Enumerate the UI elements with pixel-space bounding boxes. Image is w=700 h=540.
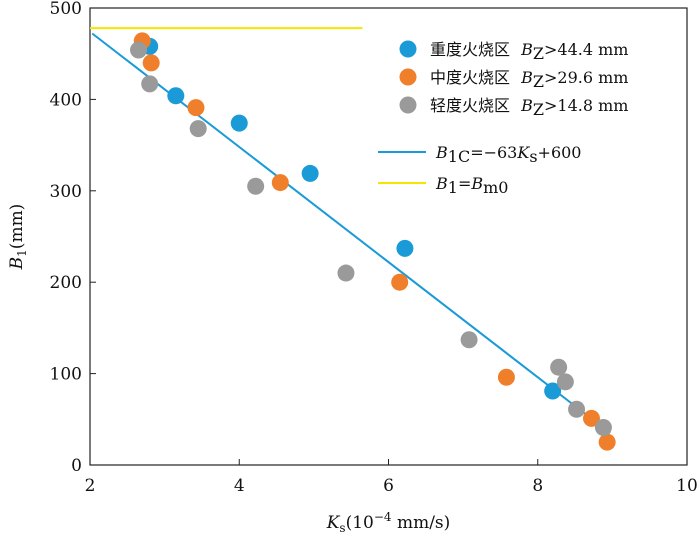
y-tick-label: 400 [50,90,82,110]
x-tick-label: 6 [383,476,394,496]
data-point-series-3 [550,358,568,376]
y-tick-label: 300 [50,182,82,202]
data-point-series-2 [598,433,616,451]
legend-label: 中度火烧区 BZ>29.6 mm [430,68,628,91]
legend-label: 重度火烧区 BZ>44.4 mm [430,40,628,63]
data-point-series-3 [141,75,159,93]
data-point-series-1 [230,114,248,132]
legend-marker [399,40,417,58]
data-points [130,32,616,451]
data-point-series-2 [497,368,515,386]
data-point-series-3 [247,177,265,195]
data-point-series-1 [301,164,319,182]
x-tick-label: 4 [234,476,245,496]
data-point-series-1 [544,382,562,400]
legend-line-label: B1=Bm0 [435,174,508,197]
x-tick-label: 10 [676,476,698,496]
axis-titles: Ks(10−4 mm/s) B1(mm) [7,204,450,535]
data-point-series-3 [189,120,207,138]
y-tick-label: 0 [71,456,82,476]
legend: 重度火烧区 BZ>44.4 mm 中度火烧区 BZ>29.6 mm 轻度火烧区 BZ… [378,40,628,197]
data-point-series-3 [337,264,355,282]
x-tick-label: 2 [85,476,96,496]
x-tick-label: 8 [532,476,543,496]
data-point-series-2 [142,54,160,72]
legend-label: 轻度火烧区 BZ>14.8 mm [430,96,628,119]
y-tick-label: 100 [50,365,82,385]
y-axis-title: B1(mm) [7,204,29,271]
data-point-series-2 [582,409,600,427]
data-point-series-3 [556,373,574,391]
data-point-series-3 [460,331,478,349]
data-point-series-3 [594,419,612,437]
data-point-series-1 [396,239,414,257]
data-point-series-2 [271,174,289,192]
y-tick-label: 200 [50,273,82,293]
data-point-series-1 [167,87,185,105]
legend-line-label: B1C=−63Ks+600 [435,143,581,166]
legend-marker [399,68,417,86]
legend-marker [399,96,417,114]
data-point-series-3 [130,41,148,59]
data-point-series-2 [391,273,409,291]
y-tick-label: 500 [50,0,82,19]
x-axis-title: Ks(10−4 mm/s) [326,510,451,535]
data-point-series-3 [568,400,586,418]
data-point-series-2 [187,99,205,117]
